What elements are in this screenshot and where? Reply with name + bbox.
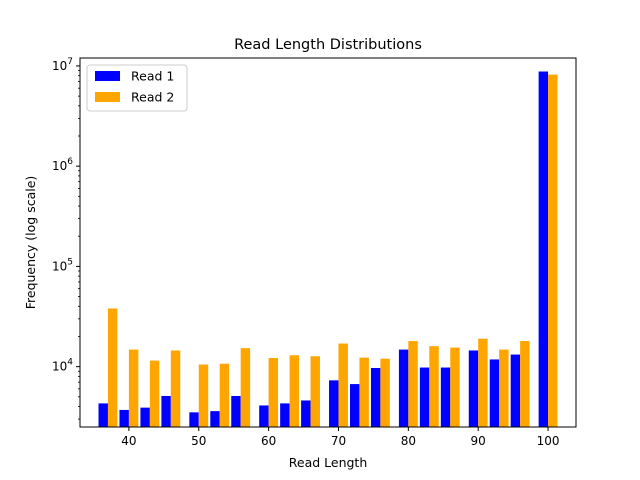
bar-1-37 [98,403,108,427]
y-axis-label: Frequency (log scale) [23,176,38,310]
bar-2-100 [548,74,558,427]
bar-2-83 [429,346,439,427]
bar-1-66 [301,400,311,427]
legend-label-read-1: Read 1 [131,69,174,84]
bar-2-56 [240,348,251,427]
bar-1-53 [210,411,220,427]
bar-2-53 [219,363,230,427]
bar-2-90 [478,338,488,427]
x-tick-label-70: 70 [331,434,346,448]
y-tick-label-1e4: 104 [52,358,73,374]
bar-2-50 [198,364,209,427]
bars-group [98,71,558,427]
bar-2-96 [520,341,530,427]
x-tick-label-80: 80 [401,434,416,448]
bar-1-96 [510,354,521,427]
bar-1-90 [468,350,479,427]
bar-2-40 [128,349,139,427]
bar-2-60 [268,357,279,427]
y-tick-label-1e6: 106 [52,157,73,173]
x-tick-label-50: 50 [191,434,206,448]
bar-2-43 [149,360,160,427]
bar-1-46 [161,395,171,427]
bar-1-80 [398,349,409,427]
legend-swatch-read-2 [95,92,120,102]
bar-2-70 [338,343,348,427]
legend-swatch-read-1 [95,71,120,81]
legend: Read 1 Read 2 [86,64,188,112]
bar-1-100 [538,71,549,427]
bar-1-83 [419,367,430,427]
bar-2-66 [310,356,320,427]
bar-1-86 [440,367,451,427]
bar-2-63 [289,355,300,427]
bar-1-50 [189,412,199,427]
bar-1-43 [140,407,150,427]
bar-2-46 [170,350,181,427]
bar-2-80 [408,341,418,427]
bar-1-70 [329,380,339,427]
bar-1-60 [259,405,269,427]
x-axis-label: Read Length [289,455,368,470]
x-axis-ticks: 40 50 60 70 80 90 100 [121,427,560,448]
bar-1-73 [350,384,360,427]
bar-1-63 [280,403,290,427]
legend-label-read-2: Read 2 [131,90,174,105]
y-tick-label-1e7: 107 [52,57,73,73]
x-tick-label-100: 100 [537,434,560,448]
x-tick-label-60: 60 [261,434,276,448]
bar-2-76 [380,358,390,427]
bar-2-73 [359,357,369,427]
bar-1-56 [231,395,241,427]
chart-title: Read Length Distributions [234,37,422,53]
bar-2-86 [450,347,460,427]
x-tick-label-90: 90 [471,434,486,448]
y-tick-label-1e5: 105 [52,257,73,273]
bar-2-93 [499,349,509,427]
bar-2-37 [107,308,118,427]
y-axis-ticks: 104 105 106 107 [52,57,80,420]
bar-1-93 [489,359,500,427]
plot-frame [79,57,577,428]
x-tick-label-40: 40 [121,434,136,448]
bar-1-40 [119,409,129,427]
bar-1-76 [370,367,381,427]
